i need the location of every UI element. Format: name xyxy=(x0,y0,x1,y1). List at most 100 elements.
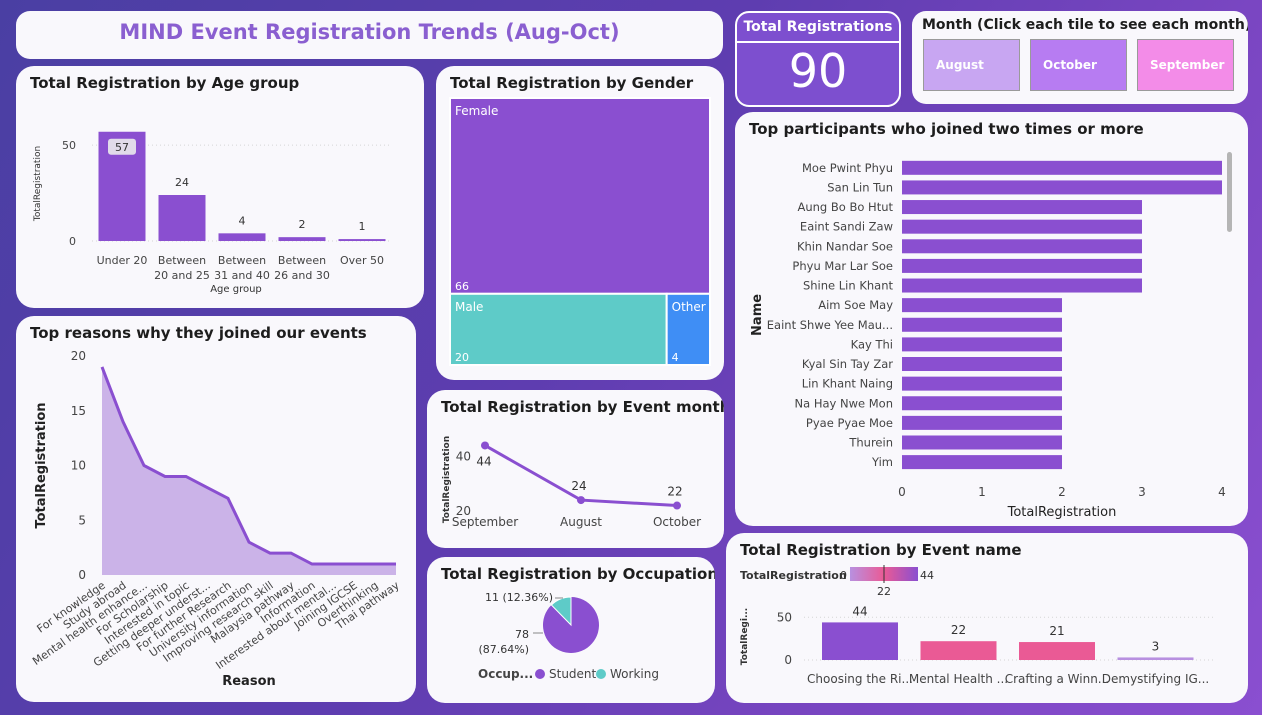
month-tile-october[interactable]: October xyxy=(1030,39,1127,91)
x-tick-label: August xyxy=(560,515,602,529)
bar xyxy=(902,376,1062,391)
x-tick-label: Between xyxy=(218,254,266,267)
bar xyxy=(338,239,386,241)
x-tick-label: Between xyxy=(278,254,326,267)
data-label-student: 78 xyxy=(515,628,529,641)
kpi-divider xyxy=(737,41,899,43)
bar xyxy=(158,195,206,241)
reasons-chart-title: Top reasons why they joined our events xyxy=(30,324,367,342)
legend-marker-student xyxy=(535,669,545,679)
bar xyxy=(902,415,1062,430)
y-tick-label: Yim xyxy=(871,455,893,469)
y-tick-label: 20 xyxy=(71,349,86,363)
data-label: 24 xyxy=(175,176,189,189)
month-slicer-card: Month (Click each tile to see each month… xyxy=(912,11,1248,104)
month-tile-september[interactable]: September xyxy=(1137,39,1234,91)
data-label: 44 xyxy=(476,454,491,468)
x-tick-label: 31 and 40 xyxy=(214,269,270,282)
x-tick-label: October xyxy=(653,515,701,529)
header-card: MIND Event Registration Trends (Aug-Oct) xyxy=(16,11,723,59)
treemap-label-female: Female xyxy=(455,104,498,118)
month-tile-august[interactable]: August xyxy=(923,39,1020,91)
x-axis-label: TotalRegistration xyxy=(1007,505,1117,520)
data-point xyxy=(673,501,681,510)
y-axis-label: Name xyxy=(750,294,765,336)
data-point xyxy=(577,496,585,505)
y-tick-label: Na Hay Nwe Mon xyxy=(795,396,893,410)
legend-marker-label: 22 xyxy=(877,585,891,598)
y-tick-label: Lin Khant Naing xyxy=(802,377,893,391)
x-tick-label: 4 xyxy=(1218,485,1226,499)
occupation-pie-chart: 11 (12.36%) 78 (87.64%) Occup... Student Work… xyxy=(478,591,659,681)
data-label: 22 xyxy=(951,623,966,637)
y-tick-label: 0 xyxy=(69,235,76,248)
event-month-line-chart: 20 40 TotalRegistration 44 September 24 August… xyxy=(442,436,701,529)
y-tick-label: Aung Bo Bo Htut xyxy=(797,200,893,214)
treemap-tile-male xyxy=(449,292,668,366)
treemap-value-female: 66 xyxy=(455,280,469,293)
y-axis-label: TotalRegi... xyxy=(740,608,750,665)
x-tick-label: Mental Health ... xyxy=(909,672,1008,686)
bar xyxy=(902,160,1222,175)
x-tick-label: 2 xyxy=(1058,485,1066,499)
bar xyxy=(902,278,1142,293)
bar xyxy=(902,357,1062,372)
data-label: 4 xyxy=(239,214,246,227)
bar xyxy=(902,180,1222,195)
data-label: 44 xyxy=(852,604,867,618)
participants-card: Top participants who joined two times or… xyxy=(735,112,1248,526)
participants-chart-title: Top participants who joined two times or… xyxy=(749,120,1144,138)
y-tick-label: 15 xyxy=(71,404,86,418)
bar xyxy=(902,298,1062,313)
y-tick-label: Thurein xyxy=(848,435,893,449)
legend-label-student: Student xyxy=(549,667,597,681)
participants-scrollbar[interactable] xyxy=(1227,152,1232,232)
bar xyxy=(218,233,266,241)
gender-chart-title: Total Registration by Gender xyxy=(450,74,694,92)
gender-treemap: Female 66 Male 20 Other 4 xyxy=(449,97,712,366)
y-tick-label: San Lin Tun xyxy=(827,180,893,194)
y-axis-label: TotalRegistration xyxy=(34,402,49,528)
y-tick-label: Moe Pwint Phyu xyxy=(802,161,893,175)
treemap-label-other: Other xyxy=(672,300,706,314)
bar xyxy=(902,317,1062,332)
month-slicer-title: Month (Click each tile to see each month… xyxy=(922,17,1248,33)
gender-card: Total Registration by Gender Female 66 Mal… xyxy=(436,66,724,380)
x-tick-label: Demystifying IG... xyxy=(1102,672,1209,686)
x-tick-label: Under 20 xyxy=(97,254,148,267)
bar xyxy=(920,641,997,660)
x-tick-label: 26 and 30 xyxy=(274,269,330,282)
data-label: 3 xyxy=(1152,639,1160,653)
legend-min: 0 xyxy=(840,569,847,582)
bar xyxy=(902,455,1062,470)
data-label: 2 xyxy=(299,218,306,231)
age-group-card: Total Registration by Age group 0 50 Total… xyxy=(16,66,424,308)
x-tick-label: 20 and 25 xyxy=(154,269,210,282)
x-tick-label: Between xyxy=(158,254,206,267)
bar xyxy=(278,237,326,241)
participants-bar-chart: Moe Pwint Phyu San Lin Tun Aung Bo Bo Htut… xyxy=(750,160,1226,520)
y-tick-label: Phyu Mar Lar Soe xyxy=(792,259,893,273)
legend-label-working: Working xyxy=(610,667,659,681)
event-name-card: Total Registration by Event name TotalRe… xyxy=(726,533,1248,703)
data-label-student-pct: (87.64%) xyxy=(478,643,529,656)
x-tick-label: Over 50 xyxy=(340,254,384,267)
y-tick-label: 0 xyxy=(78,568,86,582)
bar xyxy=(902,396,1062,411)
x-tick-label: Choosing the Ri... xyxy=(807,672,913,686)
event-month-chart-title: Total Registration by Event month xyxy=(441,398,724,416)
series-line xyxy=(100,366,396,566)
legend-title: TotalRegistration xyxy=(740,569,847,582)
x-axis-label: Reason xyxy=(222,674,276,689)
y-tick-label: Kyal Sin Tay Zar xyxy=(802,357,893,371)
area-fill xyxy=(102,366,396,575)
y-tick-label: Aim Soe May xyxy=(818,298,893,312)
y-tick-label: 50 xyxy=(62,139,76,152)
data-label: 57 xyxy=(115,141,129,154)
y-tick-label: 10 xyxy=(71,459,86,473)
bar xyxy=(822,622,898,660)
y-axis-label: TotalRegistration xyxy=(442,436,452,523)
